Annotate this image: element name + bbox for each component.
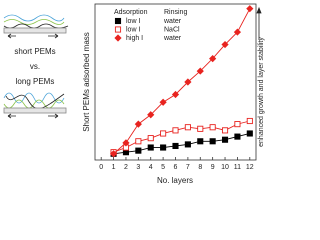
marker [172, 142, 179, 150]
marker [221, 40, 229, 49]
marker [122, 139, 130, 147]
x-tick-label: 2 [124, 164, 128, 171]
marker [135, 147, 142, 154]
marker [234, 121, 241, 128]
marker [159, 98, 167, 106]
illustration-label: vs. [30, 62, 40, 71]
marker [147, 111, 155, 119]
marker [171, 90, 180, 99]
x-tick-label: 7 [186, 164, 190, 171]
marker [246, 130, 253, 137]
marker [209, 55, 217, 63]
legend-label: high I [126, 35, 143, 42]
series-line [113, 8, 251, 155]
x-axis-label: No. layers [157, 176, 193, 185]
x-tick-label: 4 [149, 164, 153, 171]
legend-header: Rinsing [164, 9, 187, 16]
legend-rinsing: NaCl [164, 26, 180, 33]
x-tick-label: 10 [221, 164, 229, 171]
marker [147, 144, 154, 151]
x-tick-label: 6 [174, 164, 178, 171]
marker [184, 78, 192, 86]
legend-rinsing: water [163, 35, 182, 42]
side-annotation: enhanced growth and layer stability [258, 37, 265, 147]
marker [209, 124, 216, 131]
marker [109, 150, 118, 158]
marker [134, 120, 142, 128]
illustration-label: long PEMs [16, 77, 55, 86]
marker [209, 138, 216, 145]
legend-marker [114, 34, 122, 42]
x-tick-label: 1 [112, 164, 116, 171]
x-tick-label: 9 [211, 164, 215, 171]
figure: short PEMs vs. long PEMs Short PEMs adso… [3, 3, 265, 185]
legend-header: Adsorption [114, 9, 148, 16]
marker [233, 28, 242, 36]
arrow [256, 6, 262, 40]
x-tick-label: 0 [99, 164, 103, 171]
marker [221, 127, 229, 134]
marker [160, 130, 167, 137]
marker [196, 67, 204, 75]
legend-marker [114, 17, 122, 25]
marker [184, 124, 191, 131]
series-line [113, 120, 250, 153]
y-axis-label: Short PEMs adsorbed mass [82, 32, 91, 132]
legend-rinsing: water [163, 18, 182, 25]
marker [246, 5, 254, 13]
x-tick-label: 3 [136, 164, 140, 171]
x-tick-label: 12 [246, 164, 254, 171]
legend-label: low I [126, 18, 140, 25]
x-tick-label: 8 [198, 164, 202, 171]
marker [221, 136, 229, 143]
illustration-label: short PEMs [14, 47, 55, 56]
marker [135, 138, 142, 145]
marker [246, 117, 253, 125]
marker [234, 133, 241, 140]
illustration [3, 14, 69, 119]
marker [172, 127, 179, 134]
legend-marker [114, 26, 122, 33]
x-tick-label: 5 [161, 164, 165, 171]
marker [160, 144, 167, 151]
marker [197, 138, 204, 145]
legend-label: low I [126, 26, 140, 33]
marker [184, 141, 191, 148]
x-tick-label: 11 [234, 164, 241, 171]
marker [197, 125, 204, 132]
marker [147, 135, 154, 142]
